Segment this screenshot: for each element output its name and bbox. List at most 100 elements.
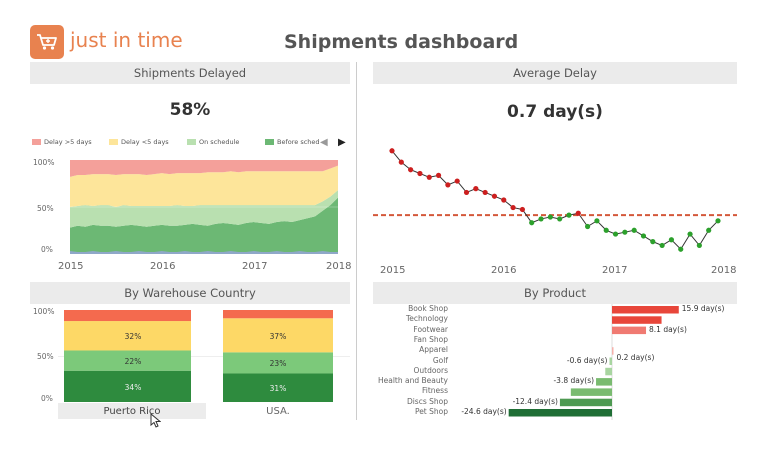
average-delay-point[interactable]: [417, 170, 423, 177]
usa-seg-label-3: 31%: [269, 384, 287, 393]
brand-logo[interactable]: [30, 25, 64, 59]
product-bar[interactable]: [559, 398, 612, 407]
product-bar[interactable]: [508, 409, 612, 417]
average-delay-point[interactable]: [519, 206, 525, 213]
product-category-label[interactable]: Health and Beauty: [378, 376, 448, 386]
average-delay-point[interactable]: [408, 167, 414, 173]
product-category-label[interactable]: Outdoors: [413, 365, 448, 375]
area-series-3[interactable]: [70, 160, 338, 177]
average-delay-point[interactable]: [482, 189, 488, 196]
average-delay-point[interactable]: [463, 189, 470, 196]
average-delay-line[interactable]: [391, 150, 719, 251]
product-value-label: -12.4 day(s): [512, 396, 558, 406]
average-delay-point[interactable]: [650, 239, 656, 245]
product-category-label[interactable]: Golf: [432, 355, 448, 365]
area-series-0[interactable]: [70, 197, 338, 254]
product-category-label[interactable]: Fitness: [422, 386, 448, 396]
area-series-2[interactable]: [70, 165, 338, 207]
average-delay-point[interactable]: [668, 237, 675, 243]
average-delay-point[interactable]: [538, 216, 544, 222]
area-ytick-50: 50%: [37, 204, 54, 213]
line-xtick-2015: 2015: [380, 265, 406, 276]
warehouse-bar-segment[interactable]: [223, 373, 333, 402]
product-category-label[interactable]: Book Shop: [408, 304, 448, 313]
average-delay-point[interactable]: [510, 204, 516, 211]
average-delay-point[interactable]: [715, 218, 721, 224]
legend-next-arrow[interactable]: ▶: [338, 137, 346, 148]
average-delay-point[interactable]: [398, 159, 404, 165]
warehouse-usa-label[interactable]: USA.: [266, 406, 290, 417]
area-ytick-0: 0%: [41, 245, 53, 254]
average-delay-point[interactable]: [426, 174, 432, 180]
product-bar[interactable]: [609, 357, 612, 366]
warehouse-stacked-bars[interactable]: [58, 310, 350, 402]
legend-prev-arrow[interactable]: ◀: [320, 137, 328, 148]
product-bar[interactable]: [612, 316, 662, 324]
average-delay-point[interactable]: [631, 227, 637, 233]
warehouse-bar-segment[interactable]: [223, 352, 333, 374]
average-delay-point[interactable]: [566, 212, 572, 218]
average-delay-point[interactable]: [435, 172, 442, 178]
product-category-label[interactable]: Apparel: [419, 345, 448, 355]
product-category-label[interactable]: Fan Shop: [413, 334, 448, 344]
legend-delay-lt5[interactable]: Delay <5 days: [109, 138, 169, 146]
product-diverging-bars[interactable]: [455, 304, 745, 422]
average-delay-point[interactable]: [501, 197, 507, 203]
legend-delay-gt5[interactable]: Delay >5 days: [32, 138, 92, 146]
average-delay-point[interactable]: [687, 231, 693, 237]
wh-gridline: [58, 356, 350, 357]
average-delay-point[interactable]: [389, 148, 395, 154]
shipments-delayed-header: Shipments Delayed: [30, 62, 350, 84]
average-delay-point[interactable]: [622, 229, 628, 235]
product-bar[interactable]: [612, 306, 679, 314]
average-delay-point[interactable]: [529, 220, 535, 226]
product-category-label[interactable]: Pet Shop: [414, 407, 448, 416]
average-delay-point[interactable]: [473, 186, 479, 192]
legend-on-schedule[interactable]: On schedule: [187, 138, 239, 146]
average-delay-point[interactable]: [491, 193, 498, 199]
area-ytick-100: 100%: [33, 158, 55, 167]
average-delay-point[interactable]: [678, 246, 684, 252]
average-delay-point[interactable]: [594, 218, 600, 224]
warehouse-bar-segment[interactable]: [223, 310, 333, 319]
average-delay-point[interactable]: [585, 223, 591, 230]
average-delay-point[interactable]: [603, 227, 609, 233]
average-delay-point[interactable]: [575, 210, 581, 216]
shipments-delayed-area-chart[interactable]: [70, 160, 338, 254]
product-category-label[interactable]: Footwear: [413, 324, 448, 334]
average-delay-point[interactable]: [454, 178, 460, 184]
area-series-1[interactable]: [70, 190, 338, 228]
line-xtick-2017: 2017: [602, 265, 628, 276]
warehouse-bar-segment[interactable]: [64, 310, 191, 322]
average-delay-point[interactable]: [445, 182, 451, 188]
product-value-label: -3.8 day(s): [553, 376, 595, 386]
product-bar[interactable]: [605, 367, 612, 376]
legend-before-schedule[interactable]: Before sched: [265, 138, 320, 146]
product-bar[interactable]: [596, 378, 612, 386]
product-value-label: 0.2 day(s): [616, 353, 655, 363]
warehouse-puerto-rico-label[interactable]: Puerto Rico: [58, 403, 206, 419]
warehouse-bar-segment[interactable]: [223, 318, 333, 353]
average-delay-point[interactable]: [659, 242, 665, 249]
warehouse-bar-segment[interactable]: [64, 321, 191, 351]
average-delay-point[interactable]: [696, 242, 702, 249]
product-category-label[interactable]: Technology: [405, 314, 448, 324]
product-bar[interactable]: [612, 347, 614, 355]
average-delay-line-chart[interactable]: [373, 135, 737, 260]
product-bar[interactable]: [612, 326, 647, 335]
average-delay-point[interactable]: [612, 231, 619, 237]
warehouse-bar-segment[interactable]: [64, 370, 191, 402]
mouse-pointer-icon: [150, 413, 161, 428]
product-category-label[interactable]: Discs Shop: [406, 396, 448, 406]
usa-seg-label-1: 37%: [269, 332, 287, 341]
panel-divider: [356, 62, 357, 420]
average-delay-point[interactable]: [547, 214, 553, 220]
average-delay-point[interactable]: [557, 216, 563, 222]
product-value-label: 15.9 day(s): [681, 304, 725, 313]
product-bar[interactable]: [570, 388, 612, 396]
average-delay-point[interactable]: [640, 233, 647, 239]
product-value-label: -0.6 day(s): [566, 355, 608, 365]
average-delay-kpi: 0.7 day(s): [507, 102, 603, 122]
warehouse-bar-segment[interactable]: [64, 350, 191, 371]
average-delay-point[interactable]: [706, 227, 712, 233]
